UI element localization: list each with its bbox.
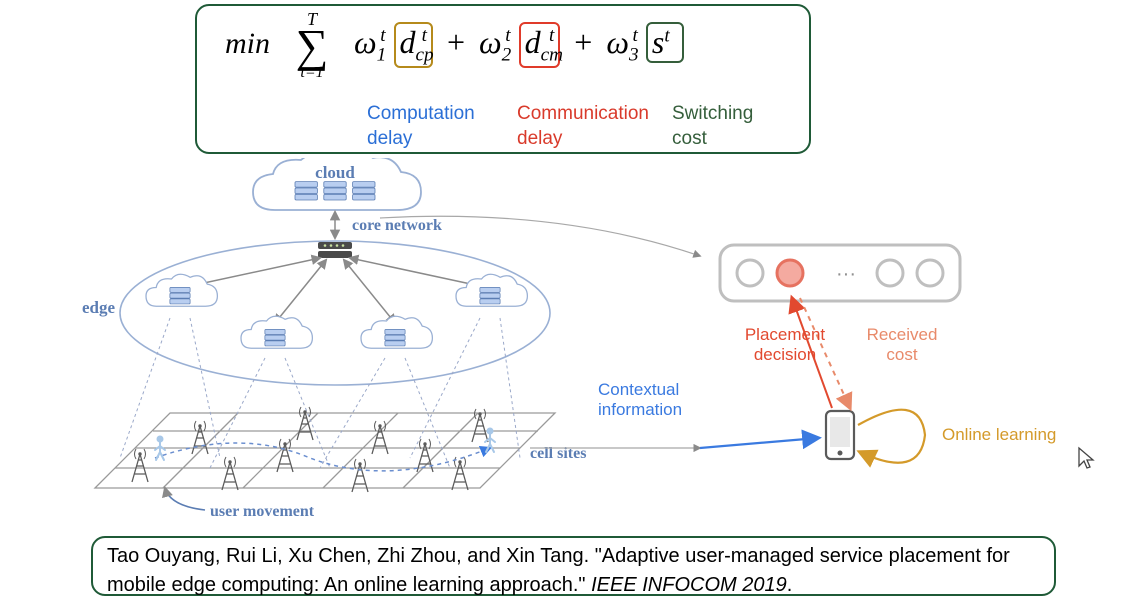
- user-label: user movement: [210, 503, 315, 520]
- ellipsis: ···: [836, 263, 856, 285]
- phone-icon: [826, 411, 854, 459]
- sigma-icon: ∑: [284, 28, 340, 65]
- omega2: ω2t: [479, 24, 511, 60]
- edge-label: edge: [82, 298, 116, 317]
- omega3: ω3t: [606, 24, 638, 60]
- formula-label: Switchingcost: [672, 102, 792, 151]
- citation-venue: IEEE INFOCOM 2019: [591, 574, 787, 596]
- core-label: core network: [352, 217, 442, 234]
- arm: [917, 260, 943, 286]
- formula-label: Communicationdelay: [517, 102, 677, 151]
- right-panel: ··· i: [700, 200, 1130, 530]
- term1-box: dcpt: [394, 22, 433, 68]
- online-label: Online learning: [942, 425, 1056, 445]
- citation-panel: Tao Ouyang, Rui Li, Xu Chen, Zhi Zhou, a…: [91, 536, 1056, 596]
- contextual-label: Contextual information: [598, 380, 698, 420]
- network-diagram: cloud core network edge cell sites: [60, 158, 720, 538]
- term2-box: dcmt: [519, 22, 561, 68]
- cloud-label: cloud: [315, 163, 355, 182]
- term3-box: st: [646, 22, 684, 63]
- formula-panel: min T ∑ t=1 ω1t dcpt + ω2t dcmt + ω3t st…: [195, 4, 811, 154]
- arm: [737, 260, 763, 286]
- cursor-icon: [1076, 446, 1096, 472]
- formula: min T ∑ t=1 ω1t dcpt + ω2t dcmt + ω3t st: [225, 10, 684, 81]
- arm-selected: [777, 260, 803, 286]
- citation-text: Tao Ouyang, Rui Li, Xu Chen, Zhi Zhou, a…: [107, 545, 1010, 596]
- min-text: min: [225, 27, 270, 60]
- formula-label: Computationdelay: [367, 102, 517, 151]
- received-label: Received cost: [862, 325, 942, 365]
- arm: [877, 260, 903, 286]
- omega1: ω1t: [354, 24, 386, 60]
- placement-label: Placement decision: [740, 325, 830, 365]
- sigma-bottom: t=1: [284, 65, 340, 81]
